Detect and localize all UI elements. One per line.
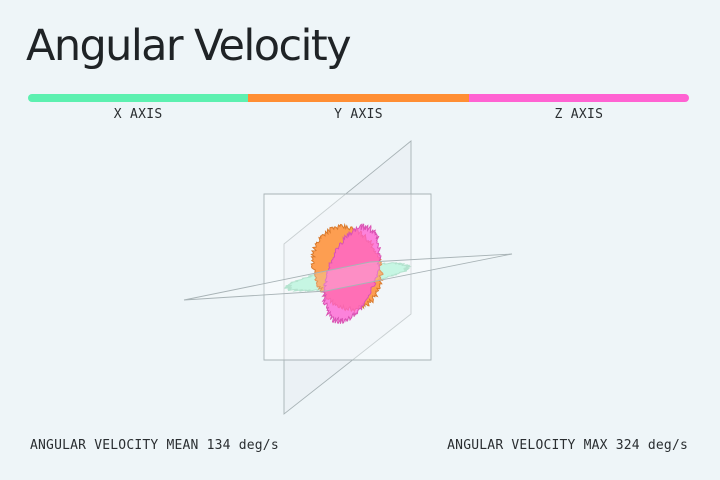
velocity-mean-value: 134 — [206, 438, 231, 453]
velocity-mean-unit: deg/s — [238, 438, 279, 453]
axis-legend: X AXIS Y AXIS Z AXIS — [28, 107, 689, 122]
z-axis-velocity-blob — [321, 223, 382, 325]
velocity-max-value: 324 — [615, 438, 640, 453]
z-axis-color-segment — [468, 94, 689, 102]
y-axis-color-segment — [248, 94, 469, 102]
axis-color-bar — [28, 94, 689, 102]
velocity-max-unit: deg/s — [647, 438, 688, 453]
page-title: Angular Velocity — [26, 21, 352, 71]
velocity-max-label: ANGULAR VELOCITY MAX — [447, 438, 608, 453]
velocity-mean-stat: ANGULAR VELOCITY MEAN 134 deg/s — [30, 438, 279, 453]
z-axis-label: Z AXIS — [554, 107, 604, 122]
velocity-max-stat: ANGULAR VELOCITY MAX 324 deg/s — [447, 438, 688, 453]
velocity-mean-label: ANGULAR VELOCITY MEAN — [30, 438, 199, 453]
horizontal-plane — [183, 253, 513, 301]
y-axis-label: Y AXIS — [334, 107, 383, 122]
x-axis-label: X AXIS — [113, 107, 163, 122]
x-axis-color-segment — [28, 94, 249, 102]
